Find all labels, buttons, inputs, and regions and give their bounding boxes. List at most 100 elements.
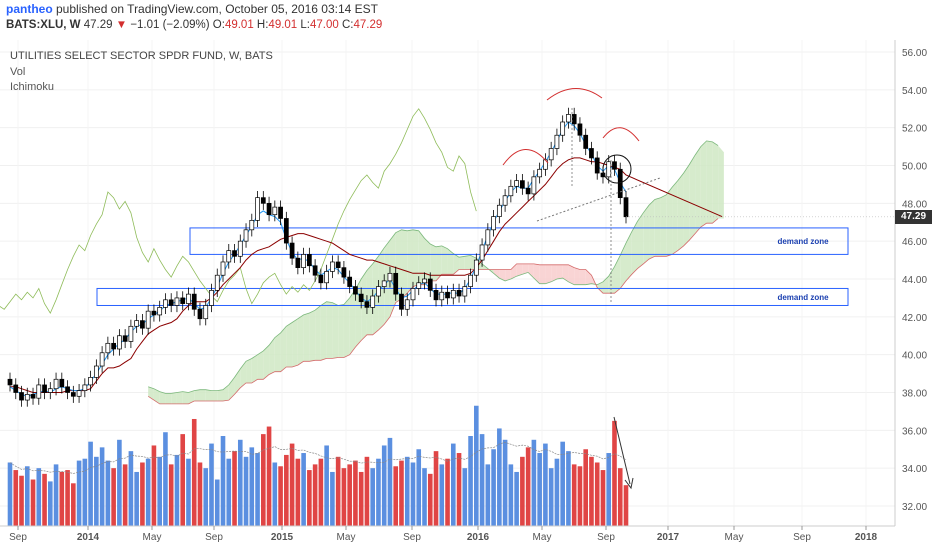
volume-bar <box>140 462 145 526</box>
candle-body <box>324 271 330 284</box>
candle-body <box>93 365 99 378</box>
volume-bar <box>255 453 260 526</box>
indicator-vol-label[interactable]: Vol <box>10 66 26 78</box>
cloud-segment <box>522 263 529 275</box>
volume-bar <box>71 483 76 526</box>
volume-bar <box>577 466 583 526</box>
cloud-segment <box>579 269 586 285</box>
candle-body <box>7 378 13 386</box>
cloud-segment <box>700 140 707 227</box>
publisher-user-link[interactable]: pantheo <box>6 2 53 16</box>
cloud-segment <box>269 337 275 375</box>
right-shoulder-arc <box>602 127 640 142</box>
volume-bar <box>560 441 565 526</box>
y-tick-label: 48.00 <box>902 199 927 210</box>
candle-body <box>65 386 70 393</box>
candle-body <box>163 299 168 308</box>
cloud-segment <box>343 297 350 358</box>
close-label: C: <box>341 19 354 31</box>
candle-body <box>468 274 473 287</box>
volume-bar <box>594 462 600 526</box>
x-axis[interactable]: Sep 2014 May Sep 2015 May Sep 2016 May Sep 2017 May… <box>9 526 878 543</box>
candle-body <box>105 342 111 354</box>
demand-zone-label: demand zone <box>777 293 829 302</box>
candle-body <box>566 114 571 123</box>
cloud-segment <box>332 302 339 359</box>
indicator-ichimoku-label[interactable]: Ichimoku <box>10 81 55 93</box>
y-tick-label: 38.00 <box>902 389 927 400</box>
volume-bar <box>571 464 577 526</box>
candle-body <box>473 259 479 276</box>
candle-body <box>433 290 439 301</box>
volume-bar <box>19 475 24 526</box>
symbol-label[interactable]: BATS:XLU, W <box>6 19 81 31</box>
cloud-segment <box>297 314 304 366</box>
cloud-segment <box>176 391 183 404</box>
cloud-segment <box>418 230 425 285</box>
candle-body <box>191 293 197 310</box>
volume-bar <box>180 434 186 526</box>
cloud-segment <box>677 173 684 251</box>
candle-body <box>53 378 59 390</box>
cloud-segment <box>505 269 511 281</box>
candle-body <box>600 172 606 178</box>
candle-body <box>514 180 519 187</box>
candle-body <box>491 216 496 231</box>
high-value: 49.01 <box>268 19 298 31</box>
candle-body <box>370 295 376 308</box>
candle-body <box>111 342 116 350</box>
cloud-segment <box>338 304 344 358</box>
volume-bar <box>543 443 548 526</box>
candle-body <box>197 308 203 320</box>
x-tick-label: 2018 <box>855 532 878 543</box>
cloud-segment <box>401 229 408 299</box>
candle-body <box>393 272 399 295</box>
cloud-segment <box>585 269 592 285</box>
demand-zone-box <box>189 227 849 255</box>
y-axis[interactable]: 56.00 54.00 52.00 50.00 48.00 46.00 44.00 42.00… <box>902 48 927 513</box>
volume-bar <box>450 443 456 526</box>
price-chart[interactable]: demand zone demand zone 56.00 54.00 52.00 50… <box>0 40 932 550</box>
volume-bar <box>65 470 70 526</box>
x-tick-label: Sep <box>9 532 27 543</box>
candle-body <box>571 114 577 125</box>
volume-bar <box>47 481 53 526</box>
volume-bar <box>479 434 485 526</box>
volume-bar <box>203 468 209 526</box>
cloud-segment <box>182 391 189 404</box>
cloud-segment <box>148 386 154 401</box>
cloud-segment <box>545 264 552 284</box>
volume-bar <box>214 479 220 526</box>
candle-body <box>462 286 468 297</box>
cloud-segment <box>389 232 396 317</box>
volume-bar <box>433 451 439 526</box>
y-tick-label: 42.00 <box>902 313 927 324</box>
volume-bar <box>105 460 111 526</box>
cloud-segment <box>240 361 247 388</box>
candle-body <box>232 250 237 257</box>
open-value: 49.01 <box>224 19 254 31</box>
cloud-segment <box>320 301 327 361</box>
cloud-segment <box>626 231 632 281</box>
x-tick-label: 2014 <box>77 532 100 543</box>
volume-bar <box>13 470 19 526</box>
candle-body <box>399 293 404 310</box>
candle-body <box>358 293 364 303</box>
candle-body <box>272 206 278 216</box>
cloud-segment <box>568 264 575 285</box>
volume-bar <box>289 443 295 526</box>
last-price-tag: 47.29 <box>895 209 932 224</box>
cloud-segment <box>326 301 333 359</box>
publisher-text: published on TradingView.com, October 05… <box>52 2 378 16</box>
candle-body <box>335 261 341 269</box>
y-tick-label: 54.00 <box>902 86 927 97</box>
volume-bar <box>583 449 589 526</box>
volume-bar <box>36 468 42 526</box>
cloud-segment <box>666 187 673 257</box>
cloud-segment <box>217 389 224 402</box>
volume-bar <box>462 468 468 526</box>
volume-bar <box>272 462 278 526</box>
volume-bar <box>249 447 255 526</box>
y-tick-label: 36.00 <box>902 426 927 437</box>
volume-bar <box>243 456 249 526</box>
